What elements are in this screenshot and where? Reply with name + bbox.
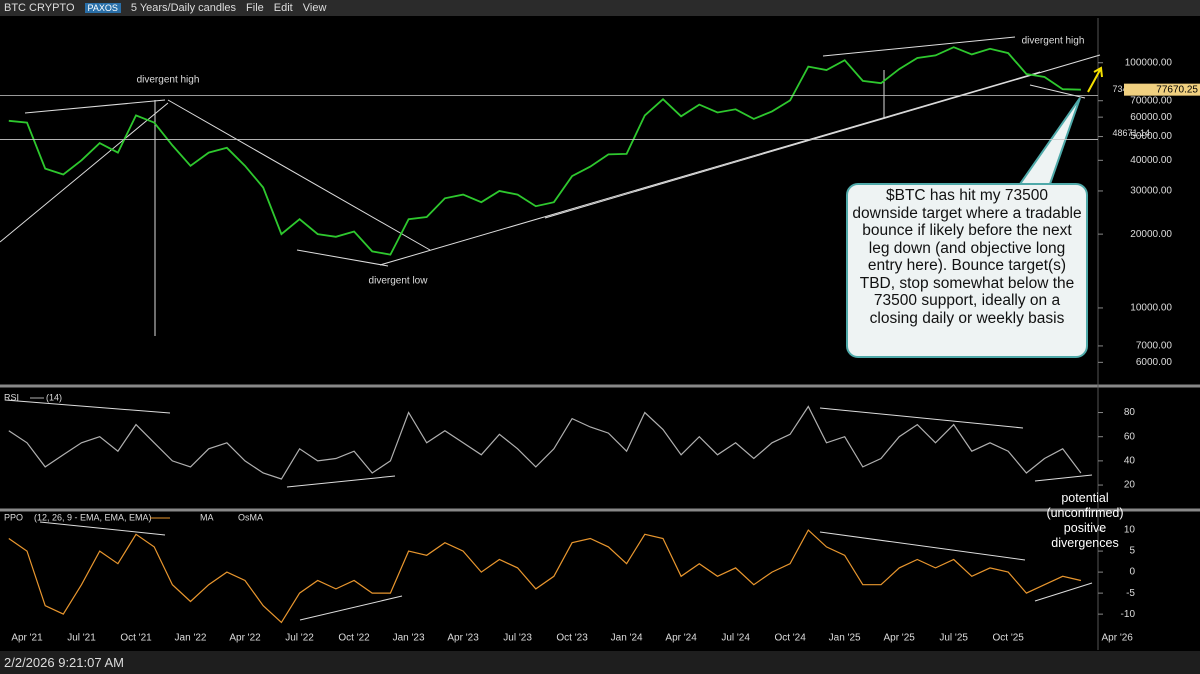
x-tick-label: Apr '22 (229, 633, 261, 644)
price-box (1124, 83, 1200, 96)
y-tick-label: 7000.00 (1136, 341, 1173, 352)
legend-item: OsMA (238, 512, 263, 522)
data-line (8, 405, 1082, 480)
menu-item[interactable]: View (302, 2, 327, 14)
x-tick-label: Jul '24 (721, 633, 750, 644)
annotation: divergent high (1022, 36, 1085, 47)
exchange: PAXOS (84, 3, 121, 13)
data-line (8, 46, 1081, 256)
menu-item[interactable]: Edit (273, 2, 293, 14)
y-tick-label: 30000.00 (1130, 186, 1172, 197)
x-tick-label: Oct '24 (774, 633, 806, 644)
annotation: potential (unconfirmed) positive diverge… (1046, 491, 1124, 550)
y-tick-label: 5 (1129, 546, 1135, 557)
x-tick-label: Apr '21 (11, 633, 43, 644)
y-tick-label: 6000.00 (1136, 357, 1173, 368)
arrow (1087, 66, 1103, 93)
x-tick-label: Jul '25 (939, 633, 968, 644)
indicator-params: (14) (46, 392, 62, 402)
x-tick-label: Jul '22 (285, 633, 314, 644)
x-tick-label: Oct '25 (992, 633, 1024, 644)
last-price: 77670.25 (1156, 84, 1198, 95)
x-tick-label: Apr '23 (447, 633, 479, 644)
y-tick-label: 100000.00 (1125, 57, 1173, 68)
y-tick-label: -10 (1121, 609, 1136, 620)
toolbar: BTC CRYPTO PAXOS 5 Years/Daily candles F… (0, 0, 1200, 16)
reference-label: 48671.14 (1112, 128, 1150, 138)
y-tick-label: -5 (1126, 588, 1135, 599)
y-tick-label: 70000.00 (1130, 95, 1172, 106)
x-tick-label: Oct '22 (338, 633, 370, 644)
symbol[interactable]: BTC CRYPTO (4, 2, 75, 14)
y-tick-label: 80 (1124, 407, 1136, 418)
y-tick-label: 50000.00 (1130, 131, 1172, 142)
y-tick-label: 60 (1124, 431, 1136, 442)
indicator-params: (12, 26, 9 - EMA, EMA, EMA) (34, 512, 152, 522)
y-tick-label: 10000.00 (1130, 303, 1172, 314)
data-line (8, 529, 1082, 624)
callout: $BTC has hit my 73500 downside target wh… (846, 183, 1088, 358)
x-tick-label: Apr '26 (1102, 633, 1134, 644)
legend-item: MA (200, 512, 214, 522)
y-tick-label: 60000.00 (1130, 112, 1172, 123)
x-tick-label: Apr '25 (883, 633, 915, 644)
indicator-title: RSI (4, 392, 19, 402)
y-tick-label: 20000.00 (1130, 229, 1172, 240)
annotation: divergent high (137, 75, 200, 86)
y-tick-label: 10 (1124, 525, 1136, 536)
y-tick-label: 40 (1124, 456, 1136, 467)
x-tick-label: Oct '23 (556, 633, 588, 644)
y-tick-label: 0 (1129, 567, 1135, 578)
x-tick-label: Jan '22 (175, 633, 207, 644)
annotation: divergent low (369, 276, 429, 287)
x-tick-label: Oct '21 (120, 633, 152, 644)
menu-item[interactable]: File (246, 2, 264, 14)
x-tick-label: Jan '23 (393, 633, 425, 644)
status-bar: 2/2/2026 9:21:07 AM (0, 651, 1200, 674)
period[interactable]: 5 Years/Daily candles (130, 2, 237, 14)
x-tick-label: Jan '25 (829, 633, 861, 644)
indicator-title: PPO (4, 512, 23, 522)
x-tick-label: Jul '23 (503, 633, 532, 644)
x-tick-label: Jan '24 (611, 633, 643, 644)
x-tick-label: Jul '21 (67, 633, 96, 644)
x-tick-label: Apr '24 (665, 633, 697, 644)
y-tick-label: 20 (1124, 480, 1136, 491)
y-tick-label: 40000.00 (1130, 155, 1172, 166)
